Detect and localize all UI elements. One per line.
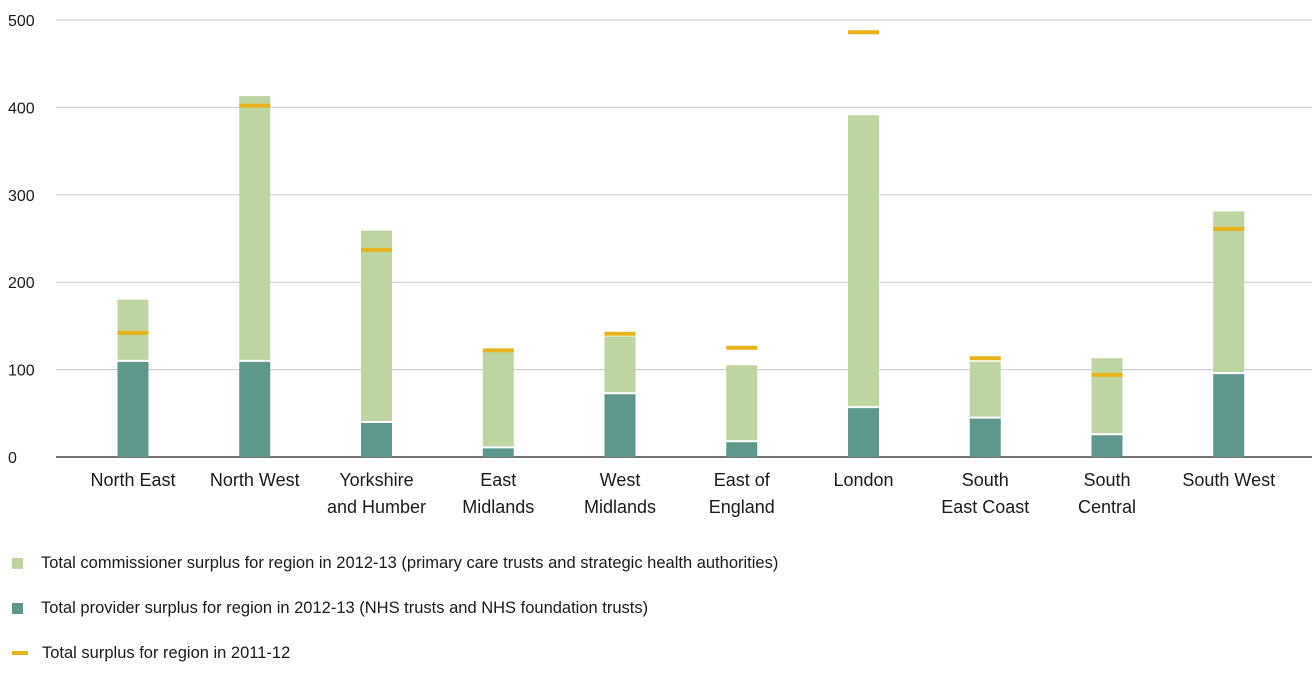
bar-commissioner-9 — [1213, 211, 1245, 374]
bars — [117, 96, 1245, 457]
x-label-line: and Humber — [327, 497, 426, 517]
x-label-1: North West — [210, 470, 300, 490]
legend-item-2011-12: Total surplus for region in 2011-12 — [12, 642, 778, 664]
bar-commissioner-1 — [239, 96, 271, 361]
x-label-7: South East Coast — [941, 470, 1029, 517]
marker-2011-12-0 — [117, 330, 149, 335]
x-label-6: London — [833, 470, 893, 490]
marker-2011-12-4 — [604, 331, 636, 336]
x-label-line: Midlands — [462, 497, 534, 517]
marker-2011-12-3 — [482, 348, 514, 353]
bar-commissioner-3 — [482, 352, 514, 448]
x-label-0: North East — [90, 470, 175, 490]
markers-2011-12 — [117, 30, 1245, 377]
marker-2011-12-6 — [848, 30, 879, 35]
marker-2011-12-2 — [361, 247, 392, 252]
x-label-5: East of England — [709, 470, 775, 517]
bar-provider-5 — [726, 441, 758, 457]
x-label-line: South West — [1182, 470, 1275, 490]
y-tick-label-200: 200 — [8, 275, 35, 292]
bar-commissioner-0 — [117, 299, 149, 361]
y-tick-label-500: 500 — [8, 13, 35, 30]
x-label-line: West — [600, 470, 641, 490]
legend-label-2011-12: Total surplus for region in 2011-12 — [42, 643, 291, 662]
x-label-line: East — [480, 470, 516, 490]
x-label-line: North East — [90, 470, 175, 490]
x-label-line: Midlands — [584, 497, 656, 517]
y-tick-label-0: 0 — [8, 450, 17, 467]
x-label-line: East Coast — [941, 497, 1029, 517]
x-label-line: England — [709, 497, 775, 517]
bar-provider-0 — [117, 360, 149, 457]
bar-commissioner-2 — [361, 230, 392, 423]
surplus-chart: 0 100 200 300 400 500 North East North West Yor… — [8, 13, 1312, 517]
x-axis-labels: North East North West Yorkshire and Humber E… — [90, 470, 1275, 517]
x-label-line: South — [1083, 470, 1130, 490]
bar-commissioner-6 — [848, 115, 879, 408]
legend-label-provider: Total provider surplus for region in 201… — [41, 598, 649, 617]
legend-item-commissioner: Total commissioner surplus for region in… — [12, 552, 778, 574]
x-label-4: West Midlands — [584, 470, 656, 517]
legend-swatch-commissioner — [12, 557, 23, 569]
bar-commissioner-4 — [604, 336, 636, 394]
x-label-line: North West — [210, 470, 300, 490]
bar-commissioner-7 — [969, 361, 1001, 418]
bar-provider-1 — [239, 360, 271, 457]
bar-commissioner-5 — [726, 365, 758, 442]
marker-2011-12-5 — [726, 345, 758, 350]
marker-2011-12-9 — [1213, 226, 1245, 231]
marker-2011-12-8 — [1091, 372, 1123, 377]
bar-provider-4 — [604, 393, 636, 457]
bar-commissioner-8 — [1091, 358, 1123, 435]
x-label-line: Yorkshire — [339, 470, 413, 490]
x-label-line: London — [833, 470, 893, 490]
bar-provider-8 — [1091, 434, 1123, 457]
y-tick-label-300: 300 — [8, 188, 35, 205]
marker-2011-12-7 — [969, 356, 1001, 361]
marker-2011-12-1 — [239, 103, 271, 108]
x-label-3: East Midlands — [462, 470, 534, 517]
y-tick-label-400: 400 — [8, 100, 35, 117]
bar-provider-6 — [848, 407, 879, 457]
x-label-2: Yorkshire and Humber — [327, 470, 426, 517]
y-axis-ticks: 0 100 200 300 400 500 — [8, 13, 35, 467]
y-tick-label-100: 100 — [8, 363, 35, 380]
legend-item-provider: Total provider surplus for region in 201… — [12, 597, 778, 619]
bar-provider-9 — [1213, 373, 1245, 457]
bar-provider-7 — [969, 417, 1001, 457]
bar-provider-2 — [361, 422, 392, 457]
x-label-9: South West — [1182, 470, 1275, 490]
bar-provider-3 — [482, 447, 514, 457]
legend-swatch-2011-12 — [12, 651, 28, 655]
x-label-8: South Central — [1078, 470, 1136, 517]
x-label-line: East of — [714, 470, 771, 490]
legend-swatch-provider — [12, 602, 23, 614]
x-label-line: South — [962, 470, 1009, 490]
legend: Total commissioner surplus for region in… — [12, 552, 778, 687]
x-label-line: Central — [1078, 497, 1136, 517]
legend-label-commissioner: Total commissioner surplus for region in… — [41, 553, 779, 572]
